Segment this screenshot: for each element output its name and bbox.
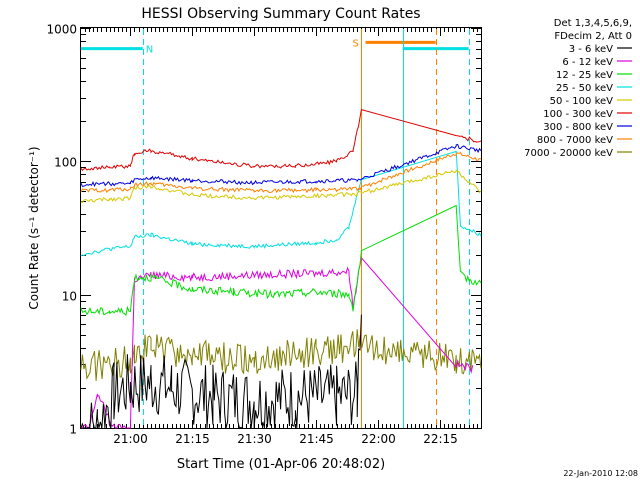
plot-frame [80, 27, 482, 429]
x-axis-label: Start Time (01-Apr-06 20:48:02) [177, 457, 385, 472]
legend-label: 800 - 7000 keV [537, 135, 613, 146]
series-line [80, 169, 482, 204]
legend-label: 6 - 12 keV [562, 57, 613, 68]
x-tick-label: 21:15 [175, 432, 210, 446]
series-line [80, 256, 474, 429]
legend-header-line: Det 1,3,4,5,6,9, [554, 18, 632, 29]
legend-label: 50 - 100 keV [550, 96, 614, 107]
legend-label: 12 - 25 keV [556, 70, 613, 81]
legend-label: 300 - 800 keV [543, 122, 613, 133]
series-line [80, 108, 482, 171]
legend-label: 100 - 300 keV [543, 109, 613, 120]
annotation-layer: NS [80, 29, 470, 428]
y-tick-label: 1000 [46, 23, 77, 37]
x-tick-label: 22:00 [361, 432, 396, 446]
generation-timestamp: 22-Jan-2010 12:08 [563, 469, 638, 478]
y-tick-label: 10 [62, 290, 77, 304]
series-line [80, 329, 482, 381]
series-line [80, 143, 482, 188]
x-tick-label: 21:45 [299, 432, 334, 446]
x-tick-label: 21:00 [113, 432, 148, 446]
y-tick-label: 100 [54, 156, 77, 170]
legend-label: 3 - 6 keV [569, 44, 613, 55]
legend-label: 7000 - 20000 keV [524, 148, 613, 159]
y-axis-label: Count Rate (s⁻¹ detector⁻¹) [27, 146, 41, 309]
x-tick-label: 21:30 [237, 432, 272, 446]
x-tick-label: 22:15 [423, 432, 458, 446]
series-line [80, 204, 482, 317]
series-layer [80, 108, 482, 429]
series-line [80, 314, 362, 429]
series-line [80, 150, 482, 257]
chart-title: HESSI Observing Summary Count Rates [141, 6, 420, 22]
legend: Det 1,3,4,5,6,9, FDecim 2, Att 0 3 - 6 keV… [524, 18, 632, 159]
legend-header-line: FDecim 2, Att 0 [554, 31, 632, 42]
night-band-label: N [146, 45, 153, 56]
saa-band-label: S [352, 38, 358, 49]
legend-label: 25 - 50 keV [556, 83, 613, 94]
y-tick-label: 1 [69, 423, 77, 437]
series-line [80, 151, 482, 194]
